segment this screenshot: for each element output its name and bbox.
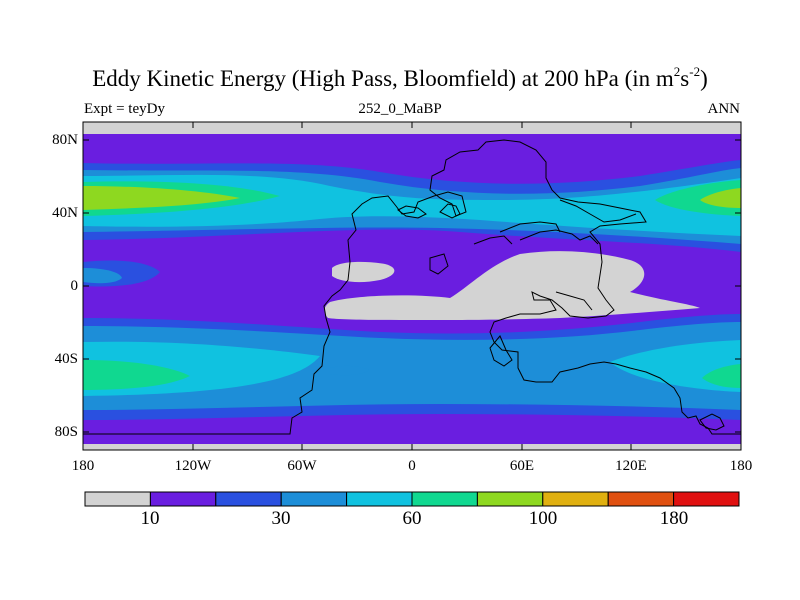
colorbar-swatch — [280, 491, 348, 507]
colorbar-swatch — [607, 491, 675, 507]
plot-title: Eddy Kinetic Energy (High Pass, Bloomfie… — [92, 64, 708, 91]
colorbar-swatch — [673, 491, 740, 507]
experiment-label: Expt = teyDy — [84, 101, 165, 117]
lon-label: 180 — [71, 458, 95, 474]
continent-outlines — [83, 139, 741, 435]
axis-ticks — [82, 122, 742, 450]
colorbar-label: 180 — [659, 508, 689, 529]
lon-label: 120W — [174, 458, 212, 474]
colorbar — [84, 491, 740, 507]
continent-outlines-extra — [499, 221, 725, 431]
colorbar-swatch — [542, 491, 609, 507]
lat-label: 40S — [54, 351, 78, 367]
case-label: 252_0_MaBP — [358, 101, 442, 117]
colorbar-swatch — [411, 491, 478, 507]
period-label: ANN — [707, 101, 741, 117]
lat-label: 80N — [52, 132, 78, 148]
lat-label: 0 — [70, 278, 79, 294]
lon-label: 60E — [509, 458, 535, 474]
lon-label: 0 — [408, 458, 416, 474]
contour-field — [83, 122, 741, 450]
colorbar-swatch — [84, 491, 151, 507]
colorbar-label: 100 — [528, 508, 558, 529]
colorbar-swatch — [346, 491, 413, 507]
colorbar-label: 30 — [271, 508, 291, 529]
lon-label: 60W — [287, 458, 317, 474]
colorbar-label: 60 — [402, 508, 422, 529]
colorbar-swatch — [149, 491, 217, 507]
colorbar-label: 10 — [140, 508, 160, 529]
colorbar-swatch — [215, 491, 282, 507]
lat-label: 40N — [52, 205, 78, 221]
lat-label: 80S — [54, 424, 78, 440]
lon-label: 120E — [615, 458, 647, 474]
lon-label: 180 — [729, 458, 753, 474]
colorbar-swatch — [476, 491, 544, 507]
